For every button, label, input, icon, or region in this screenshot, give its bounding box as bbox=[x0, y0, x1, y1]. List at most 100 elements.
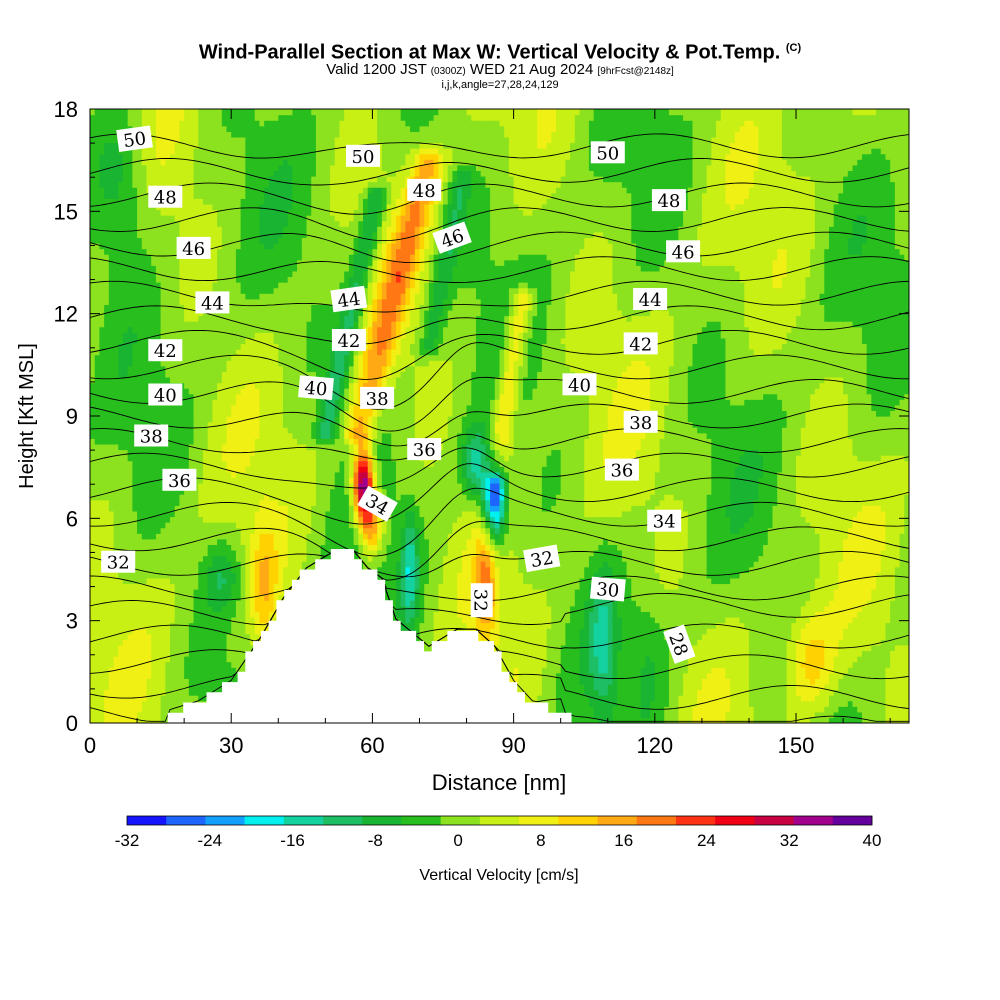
w-cell bbox=[829, 701, 834, 707]
w-cell bbox=[900, 589, 905, 595]
w-cell bbox=[179, 561, 184, 567]
w-cell bbox=[730, 583, 735, 589]
w-cell bbox=[707, 695, 712, 701]
w-cell bbox=[580, 701, 585, 707]
w-cell bbox=[598, 611, 603, 617]
w-cell bbox=[725, 706, 730, 712]
w-cell bbox=[128, 623, 133, 629]
w-cell bbox=[274, 567, 279, 573]
w-cell bbox=[227, 583, 232, 589]
w-cell bbox=[631, 572, 636, 578]
w-cell bbox=[631, 567, 636, 573]
w-cell bbox=[90, 645, 95, 651]
w-cell bbox=[208, 634, 213, 640]
w-cell bbox=[636, 600, 641, 606]
w-cell bbox=[274, 572, 279, 578]
w-cell bbox=[782, 572, 787, 578]
w-cell bbox=[90, 667, 95, 673]
w-cell bbox=[622, 695, 627, 701]
w-cell bbox=[161, 561, 166, 567]
w-cell bbox=[824, 639, 829, 645]
w-cell bbox=[118, 650, 123, 656]
w-cell bbox=[631, 611, 636, 617]
w-cell bbox=[504, 628, 509, 634]
w-cell bbox=[730, 684, 735, 690]
w-cell bbox=[217, 656, 222, 662]
w-cell bbox=[664, 656, 669, 662]
w-cell bbox=[114, 656, 119, 662]
w-cell bbox=[443, 583, 448, 589]
w-cell bbox=[881, 712, 886, 718]
w-cell bbox=[189, 578, 194, 584]
w-cell bbox=[580, 634, 585, 640]
w-cell bbox=[664, 606, 669, 612]
w-cell bbox=[777, 662, 782, 668]
w-cell bbox=[655, 583, 660, 589]
w-cell bbox=[99, 611, 104, 617]
w-cell bbox=[782, 667, 787, 673]
w-cell bbox=[137, 634, 142, 640]
w-cell bbox=[664, 701, 669, 707]
w-cell bbox=[452, 606, 457, 612]
w-cell bbox=[504, 583, 509, 589]
w-cell bbox=[518, 656, 523, 662]
w-cell bbox=[782, 606, 787, 612]
w-cell bbox=[523, 628, 528, 634]
w-cell bbox=[123, 589, 128, 595]
w-cell bbox=[843, 706, 848, 712]
w-cell bbox=[156, 662, 161, 668]
w-cell bbox=[890, 578, 895, 584]
w-cell bbox=[641, 623, 646, 629]
w-cell bbox=[523, 589, 528, 595]
w-cell bbox=[189, 583, 194, 589]
w-cell bbox=[716, 578, 721, 584]
w-cell bbox=[156, 706, 161, 712]
w-cell bbox=[895, 628, 900, 634]
w-cell bbox=[109, 600, 114, 606]
w-cell bbox=[584, 662, 589, 668]
w-cell bbox=[142, 678, 147, 684]
w-cell bbox=[824, 628, 829, 634]
w-cell bbox=[744, 673, 749, 679]
w-cell bbox=[730, 662, 735, 668]
w-cell bbox=[241, 617, 246, 623]
w-cell bbox=[509, 567, 514, 573]
w-cell bbox=[782, 623, 787, 629]
w-cell bbox=[236, 589, 241, 595]
w-cell bbox=[740, 634, 745, 640]
w-cell bbox=[773, 673, 778, 679]
w-cell bbox=[603, 572, 608, 578]
w-cell bbox=[603, 606, 608, 612]
w-cell bbox=[829, 617, 834, 623]
w-cell bbox=[542, 578, 547, 584]
w-cell bbox=[222, 634, 227, 640]
w-cell bbox=[575, 600, 580, 606]
w-cell bbox=[198, 617, 203, 623]
w-cell bbox=[848, 684, 853, 690]
w-cell bbox=[151, 595, 156, 601]
w-cell bbox=[857, 595, 862, 601]
w-cell bbox=[547, 639, 552, 645]
w-cell bbox=[132, 701, 137, 707]
w-cell bbox=[796, 667, 801, 673]
w-cell bbox=[132, 656, 137, 662]
w-cell bbox=[871, 690, 876, 696]
w-cell bbox=[114, 623, 119, 629]
w-cell bbox=[184, 678, 189, 684]
w-cell bbox=[763, 678, 768, 684]
w-cell bbox=[132, 645, 137, 651]
w-cell bbox=[824, 695, 829, 701]
w-cell bbox=[448, 578, 453, 584]
w-cell bbox=[132, 589, 137, 595]
w-cell bbox=[749, 634, 754, 640]
w-cell bbox=[551, 634, 556, 640]
w-cell bbox=[170, 645, 175, 651]
w-cell bbox=[876, 706, 881, 712]
w-cell bbox=[692, 673, 697, 679]
w-cell bbox=[688, 617, 693, 623]
w-cell bbox=[565, 695, 570, 701]
w-cell bbox=[824, 662, 829, 668]
w-cell bbox=[222, 650, 227, 656]
w-cell bbox=[890, 611, 895, 617]
w-cell bbox=[617, 634, 622, 640]
